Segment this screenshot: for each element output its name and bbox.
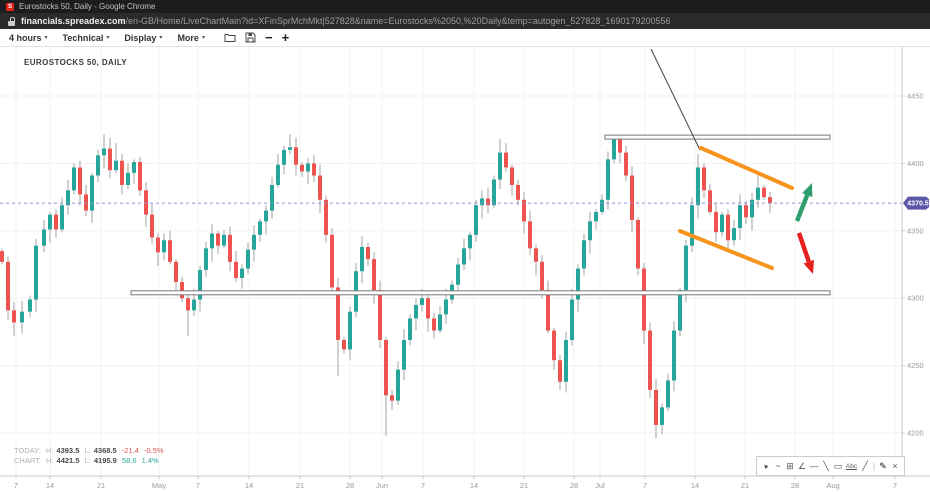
- axes: [0, 47, 930, 477]
- svg-text:28: 28: [346, 481, 354, 490]
- menu-more-label: More: [177, 32, 199, 43]
- svg-text:7: 7: [14, 481, 18, 490]
- svg-text:4350: 4350: [907, 226, 924, 235]
- svg-text:21: 21: [741, 481, 749, 490]
- cursor-tool-icon[interactable]: ▲: [761, 461, 771, 471]
- menu-timeframe[interactable]: 4 hours ▾: [9, 33, 48, 43]
- address-bar[interactable]: financials.spreadex.com/en-GB/Home/LiveC…: [0, 13, 930, 29]
- chart-title: EUROSTOCKS 50, DAILY: [24, 58, 128, 67]
- chart-low: 4195.9: [93, 456, 117, 465]
- svg-text:4200: 4200: [907, 429, 924, 438]
- svg-text:4300: 4300: [907, 294, 924, 303]
- today-low: 4368.5: [93, 446, 117, 455]
- today-high: 4393.5: [56, 446, 80, 455]
- drawing-toolbar: ▲ ~ ⊞ ∠ — ╲ ▭ Abc ╱ | ✎ ×: [756, 456, 905, 476]
- svg-text:21: 21: [520, 481, 528, 490]
- svg-text:Jun: Jun: [376, 481, 388, 490]
- svg-text:7: 7: [196, 481, 200, 490]
- page-url[interactable]: financials.spreadex.com/en-GB/Home/LiveC…: [21, 16, 670, 26]
- current-price-badge: 4370.5: [903, 196, 929, 210]
- svg-text:Jul: Jul: [595, 481, 605, 490]
- svg-text:May: May: [152, 481, 166, 490]
- menu-display[interactable]: Display ▾: [124, 33, 162, 43]
- stats-today-row: TODAY: H: 4393.5 L: 4368.5 -21.4 -0.5%: [14, 446, 164, 455]
- padlock-icon: [8, 16, 15, 26]
- grid-lines: [0, 47, 902, 476]
- chart-toolbar: 4 hours ▾ Technical ▾ Display ▾ More ▾ −…: [0, 29, 930, 47]
- menu-technical[interactable]: Technical ▾: [63, 33, 110, 43]
- svg-text:14: 14: [245, 481, 253, 490]
- today-change-pct: -0.5%: [143, 446, 164, 455]
- rectangle-tool-icon[interactable]: ▭: [833, 460, 843, 471]
- stats-chart-row: CHART: H: 4421.5 L: 4195.9 58.6 1.4%: [14, 456, 159, 465]
- grid-tool-icon[interactable]: ⊞: [786, 460, 794, 471]
- chart-row-label: CHART:: [14, 456, 41, 465]
- today-label: TODAY:: [14, 446, 41, 455]
- svg-text:Aug: Aug: [826, 481, 839, 490]
- svg-text:28: 28: [570, 481, 578, 490]
- chevron-down-icon: ▾: [44, 35, 48, 41]
- svg-text:7: 7: [643, 481, 647, 490]
- x-axis-labels: 7 14 21 May 7 14 21 28 Jun 7 14 21 28 Jul 7 14 21 28 Aug 7: [14, 476, 897, 490]
- svg-text:7: 7: [893, 481, 897, 490]
- window-title: Eurostocks 50, Daily - Google Chrome: [19, 2, 156, 11]
- chart-high: 4421.5: [56, 456, 80, 465]
- menu-more[interactable]: More ▾: [177, 33, 205, 43]
- chart-annotations[interactable]: [0, 48, 902, 296]
- zoom-out-button[interactable]: −: [264, 29, 273, 45]
- chart-stats: TODAY: H: 4393.5 L: 4368.5 -21.4 -0.5% CHA…: [14, 446, 167, 466]
- svg-text:21: 21: [296, 481, 304, 490]
- svg-text:14: 14: [691, 481, 699, 490]
- svg-text:14: 14: [470, 481, 478, 490]
- menu-technical-label: Technical: [62, 32, 104, 43]
- svg-text:7: 7: [421, 481, 425, 490]
- svg-text:4400: 4400: [907, 159, 924, 168]
- angle-tool-icon[interactable]: ∠: [797, 460, 807, 471]
- trend-line-tool-icon[interactable]: ╲: [823, 460, 829, 471]
- chart-region: 4450 4400 4350 4300 4250 4200 7 14 21 May 7 14 21 28 J…: [0, 47, 930, 492]
- svg-text:21: 21: [97, 481, 105, 490]
- chevron-down-icon: ▾: [201, 35, 205, 41]
- toolbar-icon-group: − +: [224, 29, 290, 45]
- diagonal-line-tool-icon[interactable]: ╱: [862, 460, 868, 471]
- pencil-tool-icon[interactable]: ✎: [879, 460, 887, 471]
- save-chart-icon[interactable]: [245, 32, 256, 43]
- today-change: -21.4: [121, 446, 139, 455]
- chart-change: 58.6: [121, 456, 137, 465]
- open-chart-folder-icon[interactable]: [224, 32, 236, 43]
- candlestick-chart[interactable]: 4450 4400 4350 4300 4250 4200 7 14 21 May 7 14 21 28 J…: [0, 47, 930, 492]
- chevron-down-icon: ▾: [106, 35, 110, 41]
- svg-text:28: 28: [791, 481, 799, 490]
- menu-display-label: Display: [124, 32, 157, 43]
- window-titlebar: S Eurostocks 50, Daily - Google Chrome: [0, 0, 930, 13]
- svg-text:4450: 4450: [907, 92, 924, 101]
- svg-text:14: 14: [46, 481, 54, 490]
- url-path: /en-GB/Home/LiveChartMain?id=XFinSprMchM…: [125, 16, 671, 26]
- svg-text:4370.5: 4370.5: [907, 201, 929, 208]
- zoom-in-button[interactable]: +: [281, 29, 290, 45]
- svg-text:4250: 4250: [907, 361, 924, 370]
- text-tool-icon[interactable]: Abc: [845, 462, 858, 470]
- url-domain: financials.spreadex.com: [21, 16, 126, 26]
- separator: |: [872, 461, 876, 471]
- horizontal-line-tool-icon[interactable]: —: [809, 461, 819, 471]
- menu-timeframe-label: 4 hours: [9, 32, 42, 43]
- curve-tool-icon[interactable]: ~: [775, 461, 781, 471]
- y-axis-labels: 4450 4400 4350 4300 4250 4200: [902, 92, 924, 438]
- chevron-down-icon: ▾: [159, 35, 163, 41]
- candles: [0, 134, 772, 439]
- spreadex-favicon-icon: S: [6, 2, 14, 11]
- chart-change-pct: 1.4%: [141, 456, 159, 465]
- delete-drawing-icon[interactable]: ×: [892, 461, 898, 471]
